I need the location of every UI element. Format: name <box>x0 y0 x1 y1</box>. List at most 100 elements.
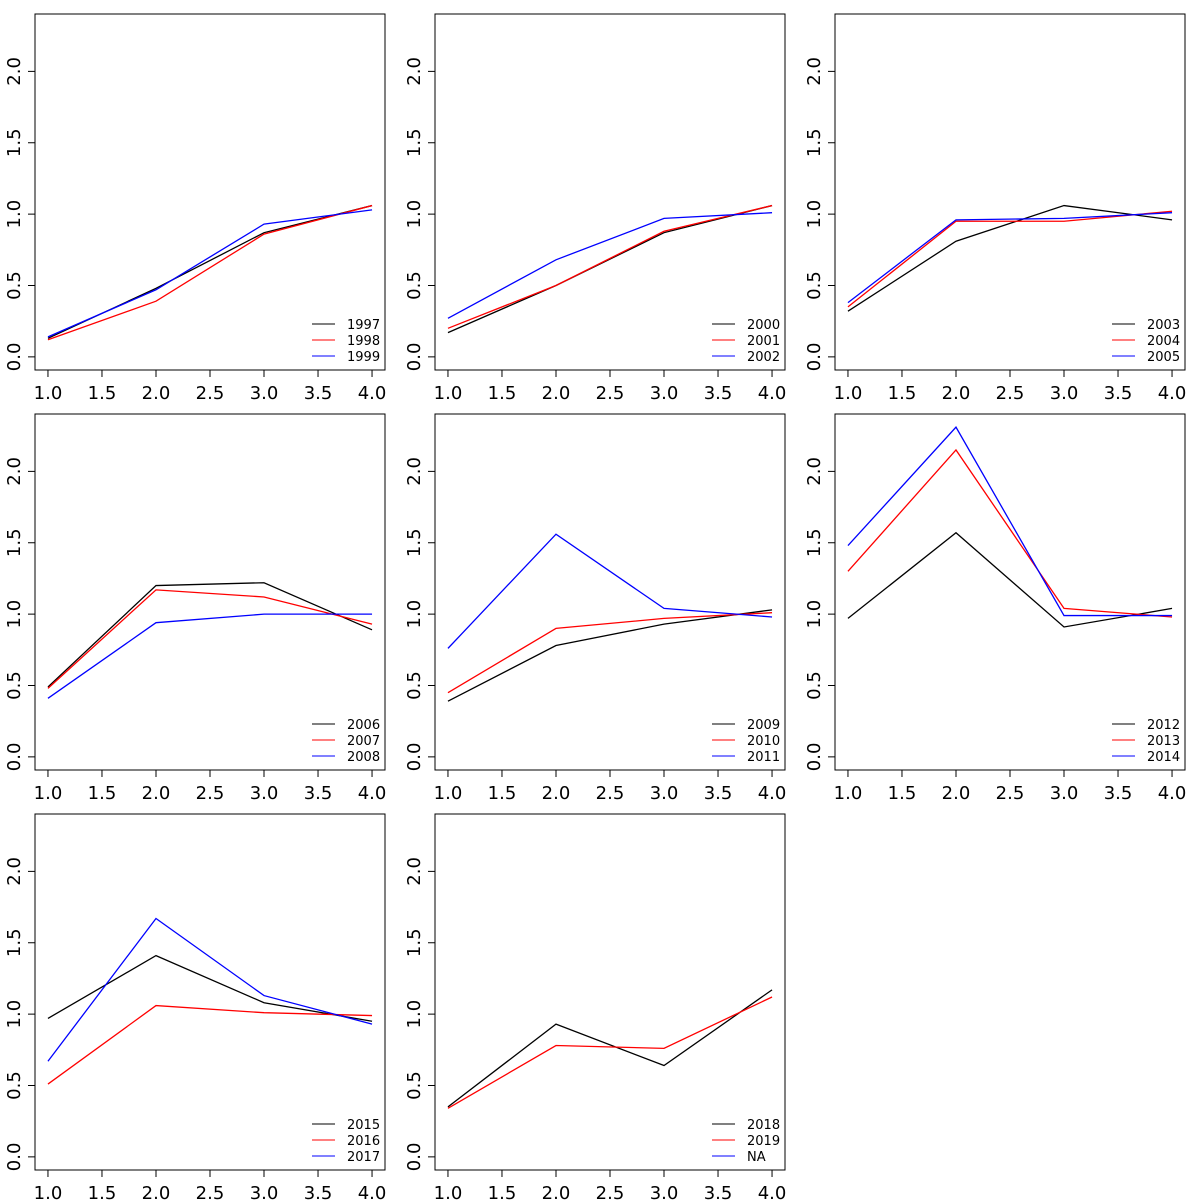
y-tick-label: 2.0 <box>804 57 825 86</box>
x-tick-label: 2.5 <box>196 783 225 804</box>
y-tick-label: 1.5 <box>4 528 25 557</box>
y-tick-label: 0.5 <box>804 271 825 300</box>
x-tick-label: 1.5 <box>88 783 117 804</box>
x-tick-label: 3.5 <box>1104 783 1133 804</box>
plot-box <box>834 413 1186 771</box>
x-tick-label: 1.5 <box>888 383 917 404</box>
x-tick-label: 4.0 <box>1158 383 1187 404</box>
x-tick-label: 1.5 <box>488 1183 517 1200</box>
y-tick-label: 1.0 <box>4 600 25 629</box>
x-tick-label: 2.5 <box>596 383 625 404</box>
x-tick-label: 2.0 <box>542 783 571 804</box>
legend-label: 2005 <box>1147 350 1180 365</box>
series-line <box>47 589 373 689</box>
legend-label: 1998 <box>347 334 380 349</box>
x-tick-label: 4.0 <box>358 383 387 404</box>
plot-box <box>834 13 1186 371</box>
series-line <box>447 204 773 334</box>
y-tick-label: 1.0 <box>404 600 425 629</box>
x-tick-label: 1.0 <box>834 383 863 404</box>
y-tick-label: 0.0 <box>404 743 425 772</box>
x-tick-label: 3.0 <box>250 383 279 404</box>
legend-label: 2011 <box>747 750 780 765</box>
legend-label: 1999 <box>347 350 380 365</box>
series-line <box>47 582 373 688</box>
x-tick-label: 1.0 <box>834 783 863 804</box>
y-tick-label: 0.0 <box>404 343 425 372</box>
x-tick-label: 2.0 <box>542 1183 571 1200</box>
series-line <box>47 1004 373 1085</box>
x-tick-label: 3.0 <box>250 1183 279 1200</box>
x-tick-label: 3.5 <box>704 1183 733 1200</box>
x-tick-label: 2.5 <box>996 783 1025 804</box>
series-line <box>47 204 373 339</box>
x-tick-label: 3.0 <box>650 1183 679 1200</box>
series-line <box>447 212 773 319</box>
y-tick-label: 2.0 <box>4 857 25 886</box>
y-tick-label: 1.0 <box>404 1000 425 1029</box>
x-tick-label: 2.5 <box>596 1183 625 1200</box>
plot-box <box>34 13 386 371</box>
legend-label: 2004 <box>1147 334 1180 349</box>
y-tick-label: 0.5 <box>404 671 425 700</box>
y-tick-label: 1.0 <box>4 1000 25 1029</box>
series-line <box>447 612 773 694</box>
x-tick-label: 1.5 <box>88 383 117 404</box>
x-tick-label: 1.0 <box>434 383 463 404</box>
y-tick-label: 0.5 <box>4 1071 25 1100</box>
series-line <box>447 204 773 329</box>
y-tick-label: 1.0 <box>404 200 425 229</box>
y-tick-label: 2.0 <box>4 457 25 486</box>
x-tick-label: 3.0 <box>1050 783 1079 804</box>
x-tick-label: 2.0 <box>142 783 171 804</box>
series-line <box>847 204 1173 312</box>
legend-label: 1997 <box>347 318 380 333</box>
legend-label: 2008 <box>347 750 380 765</box>
series-line <box>847 210 1173 308</box>
y-tick-label: 0.0 <box>4 343 25 372</box>
series-line <box>47 204 373 341</box>
legend-label: 2007 <box>347 734 380 749</box>
legend-label: 2015 <box>347 1118 380 1133</box>
y-tick-label: 1.0 <box>804 200 825 229</box>
series-line <box>47 613 373 699</box>
x-tick-label: 3.5 <box>704 783 733 804</box>
series-line <box>447 989 773 1108</box>
legend-label: 2014 <box>1147 750 1180 765</box>
legend-label: 2002 <box>747 350 780 365</box>
x-tick-label: 1.5 <box>888 783 917 804</box>
x-tick-label: 3.5 <box>704 383 733 404</box>
y-tick-label: 2.0 <box>404 857 425 886</box>
series-line <box>847 426 1173 617</box>
legend-label: 2017 <box>347 1150 380 1165</box>
x-tick-label: 4.0 <box>758 1183 787 1200</box>
legend-label: 2010 <box>747 734 780 749</box>
x-tick-label: 2.0 <box>142 1183 171 1200</box>
x-tick-label: 3.5 <box>1104 383 1133 404</box>
series-line <box>47 917 373 1062</box>
x-tick-label: 3.5 <box>304 1183 333 1200</box>
legend-label: 2006 <box>347 718 380 733</box>
x-tick-label: 1.5 <box>88 1183 117 1200</box>
legend-label: 2012 <box>1147 718 1180 733</box>
x-tick-label: 2.5 <box>196 383 225 404</box>
y-tick-label: 2.0 <box>4 57 25 86</box>
y-tick-label: 1.5 <box>804 528 825 557</box>
series-line <box>847 212 1173 304</box>
legend-label: 2016 <box>347 1134 380 1149</box>
series-line <box>847 448 1173 618</box>
x-tick-label: 3.5 <box>304 383 333 404</box>
y-tick-label: 1.5 <box>404 128 425 157</box>
y-tick-label: 1.5 <box>4 128 25 157</box>
x-tick-label: 4.0 <box>358 1183 387 1200</box>
x-tick-label: 1.0 <box>34 383 63 404</box>
y-tick-label: 0.5 <box>404 271 425 300</box>
legend-label: 2001 <box>747 334 780 349</box>
series-line <box>447 996 773 1109</box>
y-tick-label: 0.0 <box>404 1143 425 1172</box>
series-line <box>47 954 373 1022</box>
plot-box <box>434 813 786 1171</box>
y-tick-label: 0.5 <box>4 671 25 700</box>
x-tick-label: 1.0 <box>34 783 63 804</box>
